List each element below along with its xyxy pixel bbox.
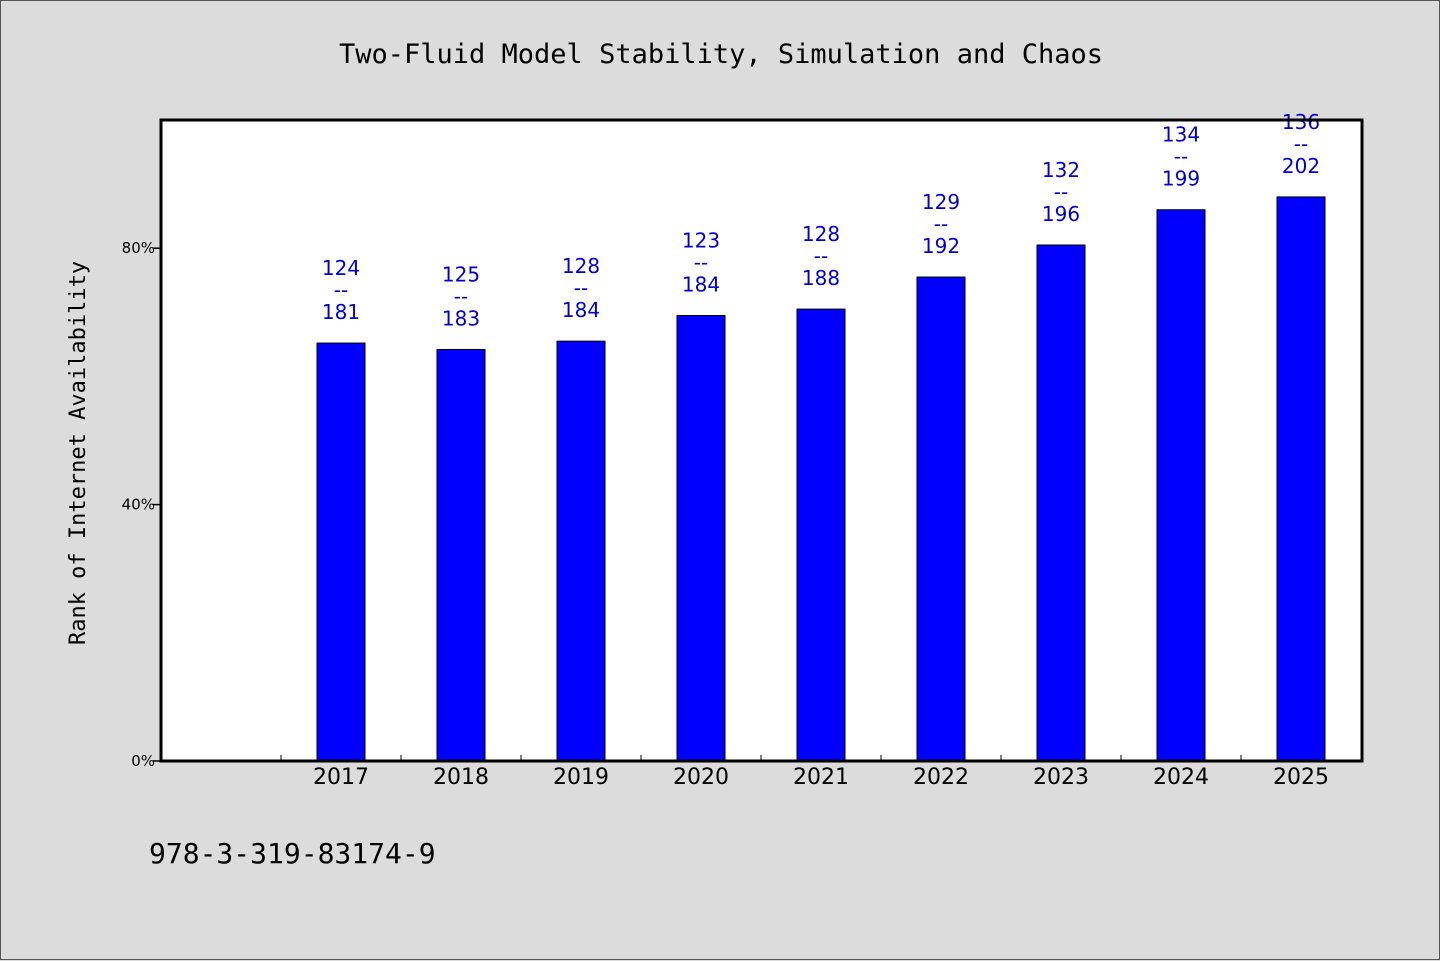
plot-frame bbox=[159, 118, 1364, 763]
bar-2022 bbox=[916, 276, 966, 762]
data-label-bottom: 188 bbox=[802, 266, 840, 290]
data-label-bottom: 184 bbox=[562, 298, 600, 322]
x-tick-label: 2018 bbox=[433, 765, 489, 790]
data-label-top: 128 bbox=[562, 254, 600, 278]
data-label-top: 125 bbox=[442, 262, 480, 286]
data-label-separator: -- bbox=[694, 251, 708, 275]
data-label-top: 134 bbox=[1162, 123, 1200, 147]
y-tick-label: 40% bbox=[122, 496, 155, 514]
chart-title: Two-Fluid Model Stability, Simulation an… bbox=[339, 39, 1103, 70]
bar-2020 bbox=[676, 315, 726, 762]
data-labels-group: 124--181125--183128--184123--184128--188… bbox=[322, 110, 1320, 331]
data-label-separator: -- bbox=[814, 244, 828, 268]
data-label-top: 129 bbox=[922, 190, 960, 214]
y-axis-label: Rank of Internet Availability bbox=[66, 261, 91, 645]
data-label-top: 136 bbox=[1282, 110, 1320, 134]
x-tick-label: 2024 bbox=[1153, 765, 1209, 790]
bar-2018 bbox=[436, 348, 486, 762]
data-label-separator: -- bbox=[334, 278, 348, 302]
data-label-bottom: 181 bbox=[322, 300, 360, 324]
x-axis-ticks: 2017 2018 2019 2020 2021 2022 2023 2024 2025 bbox=[280, 755, 1362, 790]
data-label-top: 123 bbox=[682, 229, 720, 253]
bar-2021 bbox=[796, 308, 846, 762]
data-label-separator: -- bbox=[1174, 145, 1188, 169]
x-tick-label: 2021 bbox=[793, 765, 849, 790]
y-axis-ticks: 0% 40% 80% bbox=[122, 239, 161, 770]
data-label-separator: -- bbox=[1054, 180, 1068, 204]
data-label-bottom: 192 bbox=[922, 234, 960, 258]
x-tick-label: 2020 bbox=[673, 765, 729, 790]
bar-2024 bbox=[1156, 209, 1206, 762]
data-label-bottom: 183 bbox=[442, 306, 480, 330]
x-tick-label: 2022 bbox=[913, 765, 969, 790]
data-label-separator: -- bbox=[1294, 132, 1308, 156]
y-tick-label: 0% bbox=[131, 752, 155, 770]
bar-2023 bbox=[1036, 244, 1086, 762]
data-label-top: 128 bbox=[802, 222, 840, 246]
bars-group bbox=[316, 196, 1326, 762]
bar-2017 bbox=[316, 342, 366, 762]
x-tick-label: 2023 bbox=[1033, 765, 1089, 790]
bar-2025 bbox=[1276, 196, 1326, 762]
x-tick-label: 2025 bbox=[1273, 765, 1329, 790]
data-label-bottom: 202 bbox=[1282, 154, 1320, 178]
bar-2019 bbox=[556, 340, 606, 762]
data-label-top: 132 bbox=[1042, 158, 1080, 182]
data-label-bottom: 196 bbox=[1042, 202, 1080, 226]
data-label-bottom: 199 bbox=[1162, 167, 1200, 191]
data-label-bottom: 184 bbox=[682, 273, 720, 297]
data-label-separator: -- bbox=[574, 276, 588, 300]
x-tick-label: 2019 bbox=[553, 765, 609, 790]
data-label-top: 124 bbox=[322, 256, 360, 280]
x-tick-label: 2017 bbox=[313, 765, 369, 790]
y-tick-label: 80% bbox=[122, 239, 155, 257]
data-label-separator: -- bbox=[454, 284, 468, 308]
data-label-separator: -- bbox=[934, 212, 948, 236]
isbn-footer: 978-3-319-83174-9 bbox=[149, 837, 436, 870]
